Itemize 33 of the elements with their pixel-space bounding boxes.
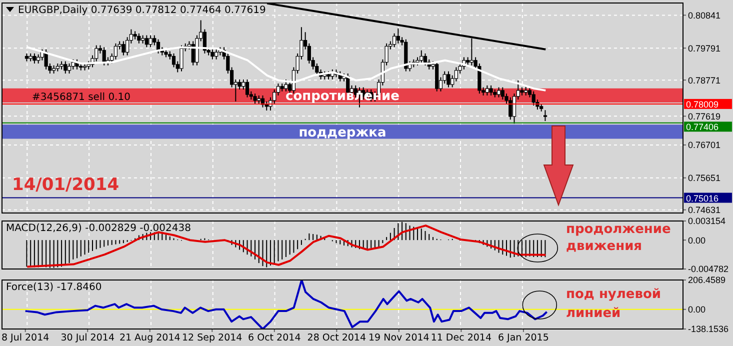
y-tick-label: 0.75651	[688, 173, 721, 184]
band-label: поддержка	[298, 125, 386, 140]
ref-line-label: 0.78009	[686, 99, 719, 110]
x-tick-label: 21 Aug 2014	[119, 332, 180, 344]
y-tick-label: 0.79791	[688, 43, 721, 54]
y-tick-label: 0.00	[688, 304, 706, 315]
ref-line-label: 0.77406	[686, 122, 719, 132]
annotation: #3456871 sell 0.10	[32, 92, 130, 103]
annotation: под нулевой линией	[566, 287, 661, 321]
x-tick-label: 28 Oct 2014	[307, 332, 366, 344]
y-tick-label: -138.1536	[688, 324, 729, 334]
chart-title: EURGBP,Daily 0.77639 0.77812 0.77464 0.77619	[18, 5, 266, 16]
x-tick-label: 6 Jan 2015	[498, 332, 549, 344]
y-tick-label: 0.78771	[688, 75, 721, 86]
y-tick-label: -0.004782	[688, 264, 729, 274]
ref-line-label: 0.75016	[686, 193, 719, 204]
y-tick-label: 0.74631	[688, 205, 721, 216]
x-tick-label: 19 Nov 2014	[368, 332, 430, 344]
y-tick-label: 0.76701	[688, 140, 721, 150]
y-tick-label: 0.003154	[688, 216, 726, 226]
y-tick-label: 0.00	[688, 235, 706, 246]
x-tick-label: 12 Sep 2014	[182, 332, 242, 344]
chart-title: Force(13) -17.8460	[6, 282, 102, 293]
annotation: продолжение движения	[566, 222, 672, 254]
y-tick-label: 0.80841	[688, 10, 721, 20]
x-tick-label: 6 Oct 2014	[248, 332, 301, 344]
annotation: 14/01/2014	[12, 175, 120, 195]
x-tick-label: 11 Dec 2014	[430, 332, 492, 344]
chart-title: MACD(12,26,9) -0.002829 -0.002438	[6, 223, 191, 234]
x-tick-label: 30 Jul 2014	[60, 332, 114, 344]
y-tick-label: 0.77619	[688, 111, 721, 122]
y-tick-label: 206.4589	[688, 275, 726, 286]
x-tick-label: 8 Jul 2014	[1, 332, 50, 344]
